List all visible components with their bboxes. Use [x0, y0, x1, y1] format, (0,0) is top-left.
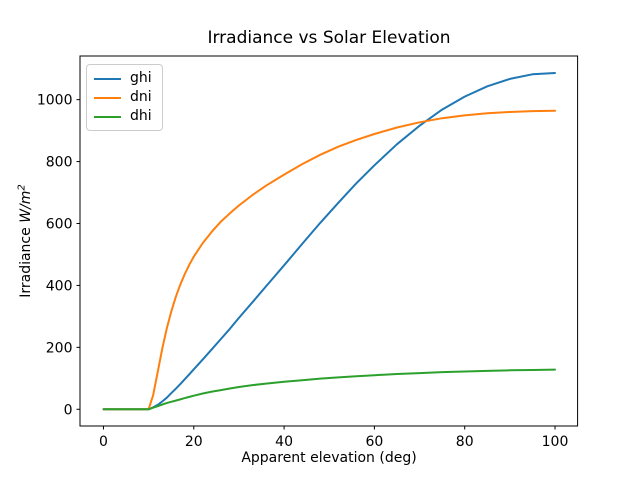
- legend-line-swatch-dhi: [94, 115, 121, 118]
- series-line-dhi: [102, 368, 556, 411]
- y-axis-unit: W/m2: [16, 184, 34, 223]
- x-tick-label: 40: [275, 434, 293, 450]
- x-tick-label: 20: [185, 434, 203, 450]
- y-tick-label: 1000: [37, 93, 73, 109]
- y-tick-label: 0: [64, 402, 73, 418]
- series-line-ghi: [102, 72, 556, 411]
- legend: ghi dni dhi: [86, 64, 163, 131]
- legend-label-ghi: ghi: [130, 70, 152, 86]
- y-tick-label: 200: [46, 340, 73, 356]
- legend-item-dhi: dhi: [94, 108, 152, 124]
- y-tick-label: 800: [46, 155, 73, 171]
- y-axis-label-text: Irradiance: [17, 227, 34, 298]
- x-axis-label: Apparent elevation (deg): [241, 450, 417, 466]
- x-tick-label: 80: [456, 434, 474, 450]
- y-tick-label: 600: [46, 217, 73, 233]
- x-tick-label: 0: [99, 434, 108, 450]
- series-line-dni: [102, 109, 556, 411]
- legend-line-swatch-dni: [94, 96, 121, 99]
- legend-line-swatch-ghi: [94, 77, 121, 80]
- x-tick-label: 60: [365, 434, 383, 450]
- x-tick-label: 100: [542, 434, 569, 450]
- y-tick-label: 400: [46, 278, 73, 294]
- legend-item-ghi: ghi: [94, 70, 152, 86]
- legend-label-dni: dni: [130, 89, 152, 105]
- legend-label-dhi: dhi: [130, 108, 152, 124]
- legend-item-dni: dni: [94, 89, 152, 105]
- axes-frame: [79, 55, 579, 427]
- chart-title: Irradiance vs Solar Elevation: [207, 28, 451, 48]
- y-axis-label: Irradiance W/m2: [16, 184, 34, 298]
